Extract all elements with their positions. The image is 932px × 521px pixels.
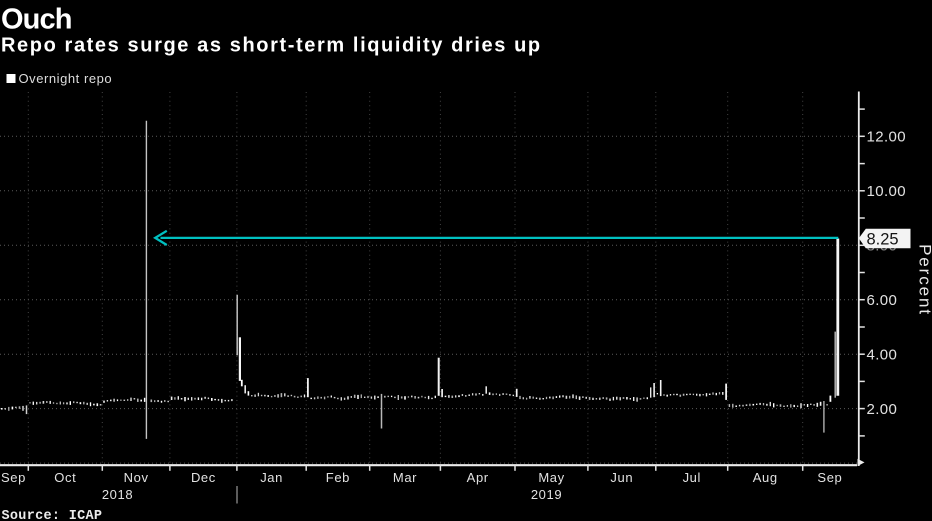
svg-text:Ouch: Ouch xyxy=(1,4,72,36)
svg-text:2.00: 2.00 xyxy=(867,401,898,418)
svg-text:6.00: 6.00 xyxy=(867,292,898,309)
svg-text:Sep: Sep xyxy=(1,470,26,485)
svg-text:Dec: Dec xyxy=(191,470,216,485)
svg-text:Source: ICAP: Source: ICAP xyxy=(2,509,103,521)
svg-text:10.00: 10.00 xyxy=(867,183,907,200)
svg-text:8.25: 8.25 xyxy=(867,230,899,248)
svg-text:Percent: Percent xyxy=(916,244,932,316)
svg-text:Oct: Oct xyxy=(54,470,76,485)
svg-text:Aug: Aug xyxy=(753,470,778,485)
svg-text:Jun: Jun xyxy=(610,470,633,485)
svg-text:Jul: Jul xyxy=(683,470,701,485)
svg-text:12.00: 12.00 xyxy=(867,129,907,146)
svg-text:Feb: Feb xyxy=(326,470,350,485)
svg-text:Apr: Apr xyxy=(467,470,489,485)
svg-text:Nov: Nov xyxy=(124,470,149,485)
svg-text:May: May xyxy=(538,470,564,485)
svg-text:2019: 2019 xyxy=(531,487,562,502)
svg-text:Jan: Jan xyxy=(260,470,283,485)
svg-text:Overnight repo: Overnight repo xyxy=(19,71,113,86)
svg-text:Mar: Mar xyxy=(393,470,417,485)
svg-text:2018: 2018 xyxy=(102,487,133,502)
svg-text:Repo rates surge as short-term: Repo rates surge as short-term liquidity… xyxy=(1,35,542,57)
svg-text:Sep: Sep xyxy=(817,470,842,485)
svg-text:4.00: 4.00 xyxy=(867,347,898,364)
